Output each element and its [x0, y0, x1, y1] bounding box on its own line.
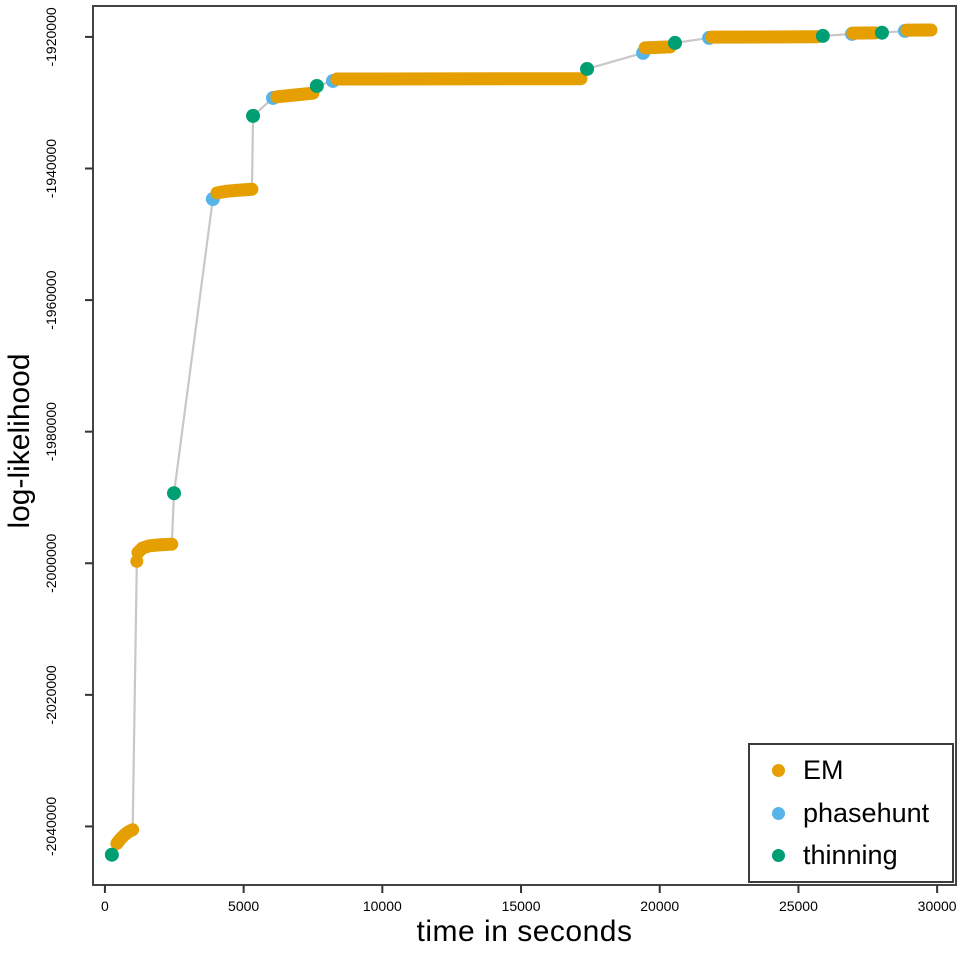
data-point-thinning: [667, 35, 682, 50]
plot-frame: [92, 5, 957, 886]
y-tick-label: -1960000: [43, 270, 59, 329]
data-point-thinning: [580, 61, 595, 76]
legend-label-em: EM: [803, 755, 844, 785]
data-point-thinning: [309, 78, 324, 93]
legend-item-thinning: thinning: [750, 839, 952, 873]
x-tick-label: 20000: [640, 898, 679, 914]
data-point-thinning: [246, 108, 261, 123]
em-run: [110, 823, 140, 851]
y-tick-label: -1940000: [43, 139, 59, 198]
x-tick-label: 25000: [779, 898, 818, 914]
y-tick-label: -1980000: [43, 402, 59, 461]
data-point-thinning: [874, 25, 889, 40]
phasehunt-point-icon: [772, 806, 785, 820]
y-tick-label: -2000000: [43, 533, 59, 592]
thinning-point-icon: [772, 849, 785, 862]
x-tick-label: 5000: [228, 898, 259, 914]
em-point-icon: [772, 764, 785, 777]
y-axis-title-text: log-likelihood: [3, 353, 36, 529]
x-tick-label: 15000: [502, 898, 541, 914]
legend-label-phasehunt: phasehunt: [803, 797, 930, 828]
em-run: [131, 537, 179, 559]
data-point-thinning: [167, 486, 182, 501]
em-run: [638, 40, 677, 55]
em-run: [210, 182, 259, 200]
y-tick-label: -2020000: [43, 665, 59, 724]
x-tick-label: 10000: [363, 898, 402, 914]
legend: EM phasehunt thinning: [748, 743, 954, 883]
data-point-thinning: [104, 847, 119, 862]
legend-item-em: EM: [750, 754, 952, 788]
trajectory-line: [110, 28, 932, 856]
x-tick-label: 0: [101, 898, 109, 914]
x-tick-label: 30000: [918, 898, 957, 914]
y-tick-label: -2040000: [43, 797, 59, 856]
x-axis-title: time in seconds: [416, 915, 633, 948]
y-tick-label: -1920000: [43, 7, 59, 66]
em-run: [270, 86, 320, 104]
data-point-thinning: [815, 28, 830, 43]
legend-label-thinning: thinning: [803, 840, 898, 870]
legend-item-phasehunt: phasehunt: [750, 796, 952, 830]
